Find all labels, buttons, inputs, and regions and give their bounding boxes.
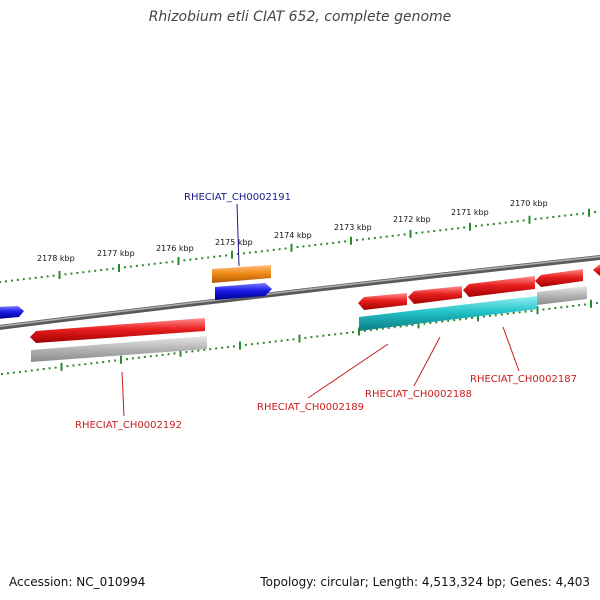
cds-feature-right-edge[interactable]	[593, 264, 600, 276]
genome-backbone	[0, 255, 600, 330]
cds-feature-rheciat-ch0002188[interactable]	[408, 286, 462, 304]
gene-label-rheciat-ch0002191[interactable]: RHECIAT_CH0002191	[184, 192, 291, 203]
accession-text: Accession: NC_010994	[9, 575, 146, 589]
topology-text: Topology: circular; Length: 4,513,324 bp…	[260, 575, 590, 589]
cds-feature-rheciat-ch0002191[interactable]	[215, 283, 272, 300]
gene-label-rheciat-ch0002188[interactable]: RHECIAT_CH0002188	[365, 389, 472, 400]
gene-feature-rheciat-ch0002192[interactable]	[31, 336, 207, 362]
tick-labels: 2178 kbp 2177 kbp 2176 kbp 2175 kbp 2174…	[37, 199, 548, 263]
tick-label: 2176 kbp	[156, 244, 194, 253]
reverse-cds-left-edge[interactable]	[0, 306, 24, 319]
callout-line	[121, 371, 125, 417]
rna-feature-rheciat-ch0002191[interactable]	[212, 265, 271, 283]
gene-label-rheciat-ch0002192[interactable]: RHECIAT_CH0002192	[75, 420, 182, 431]
lower-tick-track	[1, 299, 598, 375]
callout-line	[307, 343, 389, 399]
gene-label-rheciat-ch0002187[interactable]: RHECIAT_CH0002187	[470, 374, 577, 385]
gene-feature-right[interactable]	[537, 286, 587, 305]
cds-feature-rheciat-ch0002192[interactable]	[30, 318, 205, 343]
tick-label: 2174 kbp	[274, 231, 312, 240]
tick-label: 2177 kbp	[97, 249, 135, 258]
tick-label: 2170 kbp	[510, 199, 548, 208]
tick-label: 2172 kbp	[393, 215, 431, 224]
upper-tick-track	[0, 208, 596, 283]
tick-label: 2173 kbp	[334, 223, 372, 232]
tick-label: 2178 kbp	[37, 254, 75, 263]
gene-label-rheciat-ch0002189[interactable]: RHECIAT_CH0002189	[257, 402, 364, 413]
cds-feature-rheciat-ch0002189[interactable]	[358, 293, 407, 310]
callout-line	[502, 326, 520, 372]
cds-feature-right[interactable]	[535, 269, 583, 287]
cds-feature-rheciat-ch0002187[interactable]	[463, 276, 535, 297]
misc-feature[interactable]	[359, 296, 537, 331]
callout-line	[236, 203, 240, 267]
callout-line	[413, 336, 441, 387]
tick-label: 2171 kbp	[451, 208, 489, 217]
tick-label: 2175 kbp	[215, 238, 253, 247]
map-title: Rhizobium etli CIAT 652, complete genome	[148, 9, 452, 25]
